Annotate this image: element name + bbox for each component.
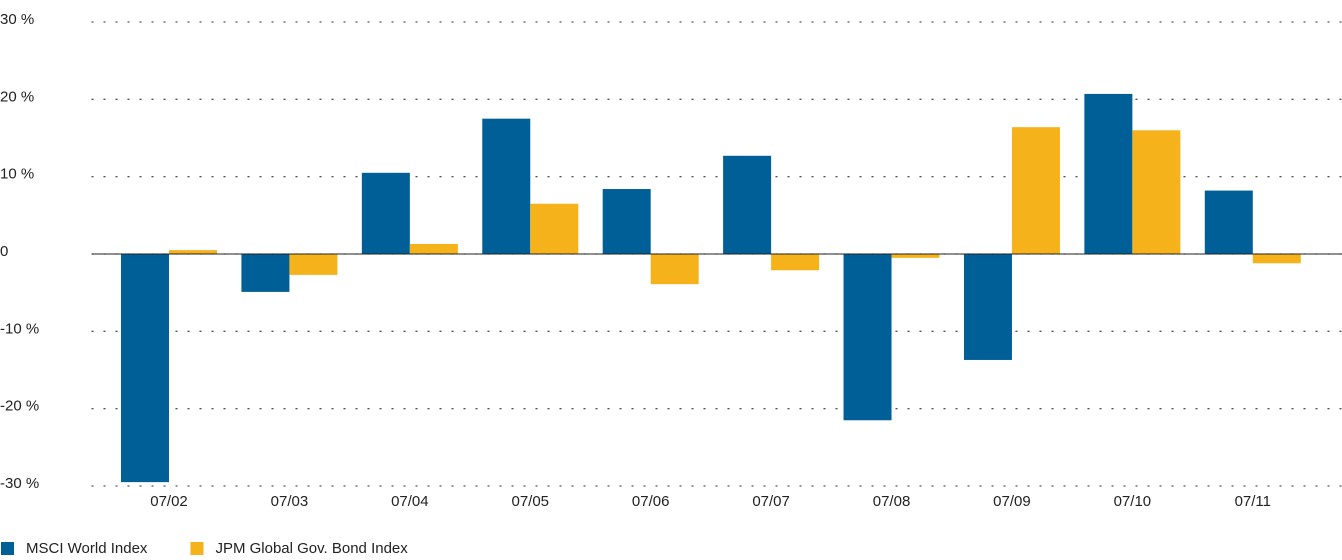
bar	[409, 243, 458, 254]
bar	[771, 254, 820, 271]
legend-label: JPM Global Gov. Bond Index	[215, 540, 408, 557]
y-tick-label: 30 %	[0, 11, 34, 28]
y-tick-label: -30 %	[0, 475, 39, 492]
y-tick-label: -20 %	[0, 398, 39, 415]
bar	[723, 155, 772, 254]
bar	[602, 189, 651, 254]
y-tick-label: -10 %	[0, 320, 39, 337]
bar	[169, 250, 218, 254]
bar	[289, 254, 338, 275]
x-tick-label: 07/08	[873, 493, 911, 510]
bar	[650, 254, 699, 285]
x-tick-label: 07/04	[391, 493, 429, 510]
x-tick-label: 07/07	[752, 493, 790, 510]
legend-swatch	[190, 542, 204, 555]
bar	[843, 254, 892, 421]
x-tick-label: 07/06	[632, 493, 670, 510]
x-tick-label: 07/05	[511, 493, 549, 510]
bar	[530, 203, 579, 254]
y-tick-label: 20 %	[0, 88, 34, 105]
legend-label: MSCI World Index	[26, 540, 148, 557]
x-tick-label: 07/10	[1114, 493, 1152, 510]
bar	[1252, 254, 1301, 264]
bar	[1132, 130, 1181, 254]
bar	[121, 254, 170, 483]
bar	[963, 254, 1012, 360]
bar	[1084, 93, 1133, 254]
x-tick-label: 07/02	[150, 493, 188, 510]
bar	[482, 118, 531, 255]
x-tick-label: 07/03	[271, 493, 309, 510]
bar	[361, 172, 410, 254]
legend-swatch	[1, 542, 14, 555]
y-tick-label: 0	[0, 243, 8, 260]
y-tick-label: 10 %	[0, 166, 34, 183]
bar	[241, 254, 290, 292]
x-tick-label: 07/09	[993, 493, 1031, 510]
bar	[1011, 127, 1060, 254]
bar	[1204, 190, 1253, 254]
x-tick-label: 07/11	[1235, 493, 1271, 510]
bar	[891, 254, 940, 258]
